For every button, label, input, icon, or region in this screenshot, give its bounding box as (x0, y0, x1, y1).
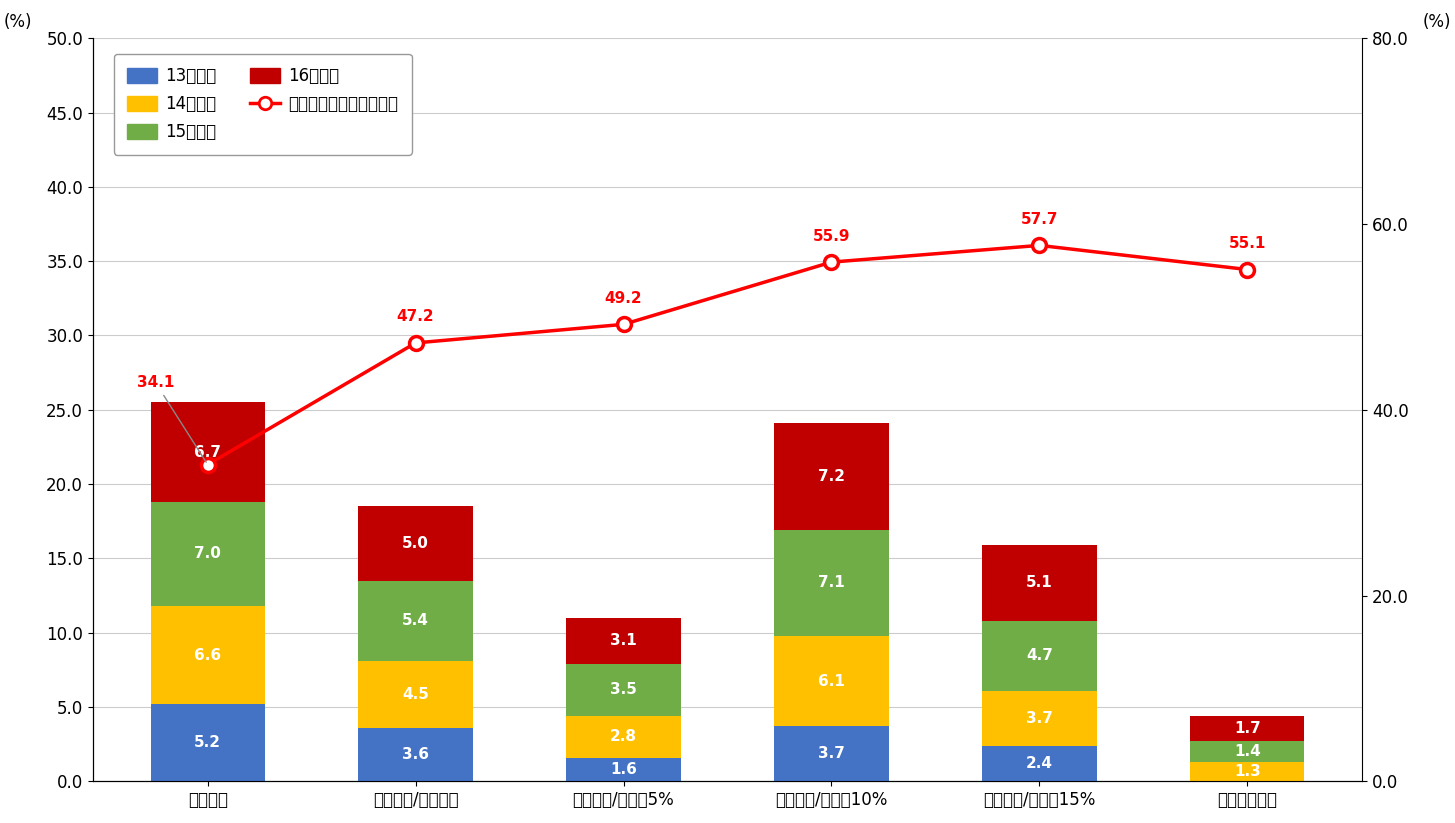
Bar (150, 402, 265, 502)
Text: 1.4: 1.4 (1234, 744, 1260, 759)
Bar (774, 423, 889, 530)
Text: (%): (%) (1423, 13, 1451, 30)
Text: 47.2: 47.2 (397, 309, 435, 324)
Text: 34.1: 34.1 (137, 375, 207, 463)
Text: 6.6: 6.6 (194, 648, 221, 663)
Text: 5.0: 5.0 (402, 536, 429, 551)
Text: 5.4: 5.4 (402, 613, 429, 629)
Bar (982, 690, 1097, 746)
Text: (%): (%) (4, 13, 32, 30)
Bar (982, 545, 1097, 621)
Bar (566, 758, 681, 781)
Bar (358, 728, 473, 781)
Bar (150, 502, 265, 606)
Bar (150, 704, 265, 781)
Text: 1.7: 1.7 (1234, 721, 1260, 736)
Text: 1.6: 1.6 (610, 762, 637, 777)
Bar (358, 581, 473, 661)
Text: 2.8: 2.8 (610, 729, 637, 744)
Text: 5.1: 5.1 (1026, 575, 1053, 590)
Text: 4.7: 4.7 (1026, 649, 1053, 663)
Legend: 13次締切, 14次締切, 15次締切, 16次締切, 最新回の採択率（右軸）: 13次締切, 14次締切, 15次締切, 16次締切, 最新回の採択率（右軸） (113, 54, 412, 155)
Bar (358, 506, 473, 581)
Text: 57.7: 57.7 (1020, 212, 1058, 227)
Bar (1190, 742, 1305, 762)
Text: 1.3: 1.3 (1234, 765, 1260, 779)
Bar (774, 635, 889, 727)
Text: 4.5: 4.5 (402, 687, 429, 702)
Text: 55.9: 55.9 (813, 229, 850, 244)
Text: 49.2: 49.2 (605, 291, 642, 306)
Text: 55.1: 55.1 (1228, 236, 1266, 251)
Bar (566, 618, 681, 664)
Bar (1190, 716, 1305, 742)
Bar (150, 606, 265, 704)
Text: 7.2: 7.2 (818, 469, 845, 484)
Bar (982, 746, 1097, 781)
Text: 6.1: 6.1 (818, 673, 845, 689)
Bar (566, 716, 681, 758)
Bar (774, 530, 889, 635)
Text: 3.6: 3.6 (402, 747, 429, 762)
Bar (358, 661, 473, 728)
Text: 3.7: 3.7 (818, 746, 845, 761)
Bar (566, 664, 681, 716)
Bar (982, 621, 1097, 690)
Text: 3.5: 3.5 (610, 682, 637, 697)
Text: 7.0: 7.0 (195, 546, 221, 561)
Text: 2.4: 2.4 (1026, 756, 1053, 771)
Text: 6.7: 6.7 (194, 444, 221, 460)
Text: 3.7: 3.7 (1026, 711, 1053, 726)
Bar (774, 727, 889, 781)
Text: 5.2: 5.2 (194, 735, 221, 751)
Text: 7.1: 7.1 (818, 575, 845, 590)
Text: 3.1: 3.1 (610, 634, 637, 649)
Bar (1190, 762, 1305, 781)
